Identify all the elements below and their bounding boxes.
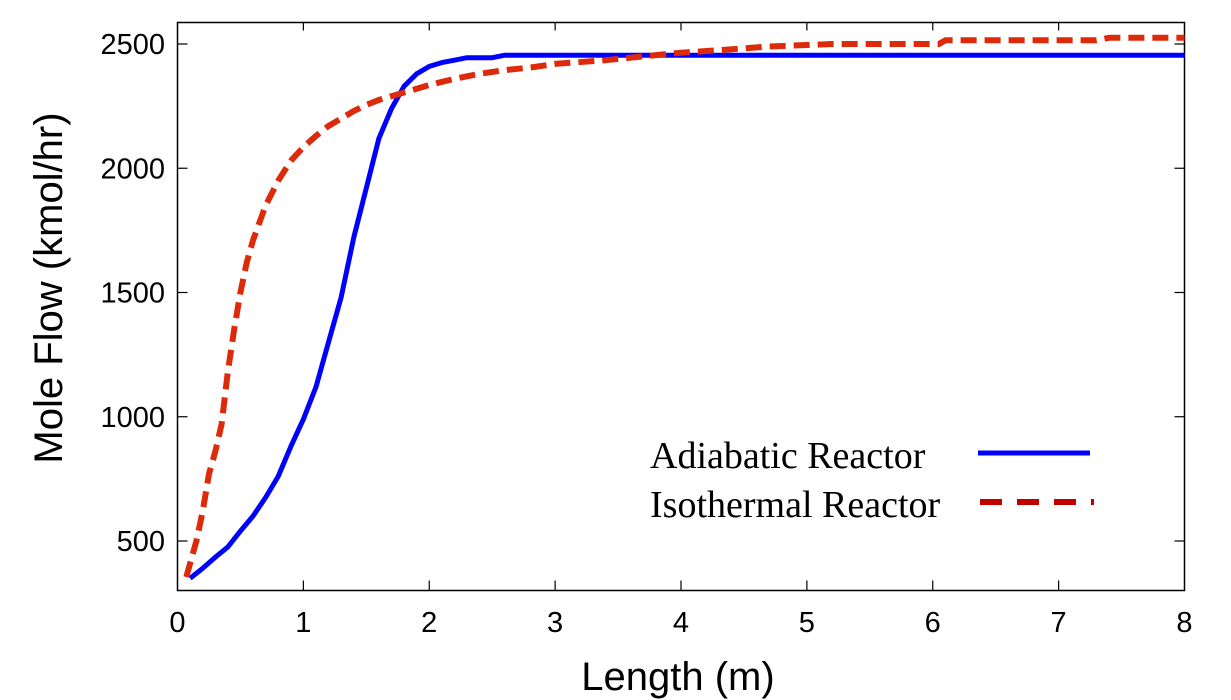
x-tick-label: 4 <box>673 607 689 639</box>
x-tick-label: 8 <box>1176 607 1192 639</box>
legend: Adiabatic Reactor Isothermal Reactor <box>650 435 1094 526</box>
legend-label-adiabatic: Adiabatic Reactor <box>650 435 926 477</box>
y-tick-label: 500 <box>117 526 165 558</box>
legend-label-isothermal: Isothermal Reactor <box>650 484 941 526</box>
y-axis-tick-labels: 500 1000 1500 2000 2500 <box>100 29 165 558</box>
y-axis-title: Mole Flow (kmol/hr) <box>27 112 71 463</box>
x-axis-ticks <box>302 22 1060 591</box>
x-tick-label: 5 <box>799 607 815 639</box>
adiabatic-reactor-line <box>188 52 1185 581</box>
x-axis-title: Length (m) <box>581 655 774 699</box>
y-tick-label: 2000 <box>100 153 165 185</box>
legend-item-isothermal: Isothermal Reactor <box>650 484 1094 526</box>
plot-series <box>183 34 1185 581</box>
x-tick-label: 7 <box>1051 607 1067 639</box>
x-tick-label: 2 <box>421 607 437 639</box>
x-tick-label: 0 <box>169 607 185 639</box>
y-tick-label: 1500 <box>100 278 165 310</box>
y-axis-ticks <box>177 43 1185 542</box>
x-tick-label: 6 <box>925 607 941 639</box>
y-tick-label: 1000 <box>100 402 165 434</box>
legend-item-adiabatic: Adiabatic Reactor <box>650 435 1090 477</box>
x-tick-label: 3 <box>547 607 563 639</box>
x-axis-tick-labels: 0 1 2 3 4 5 6 7 8 <box>169 607 1192 639</box>
y-tick-label: 2500 <box>100 29 165 61</box>
isothermal-reactor-line <box>183 34 1185 578</box>
x-tick-label: 1 <box>295 607 311 639</box>
